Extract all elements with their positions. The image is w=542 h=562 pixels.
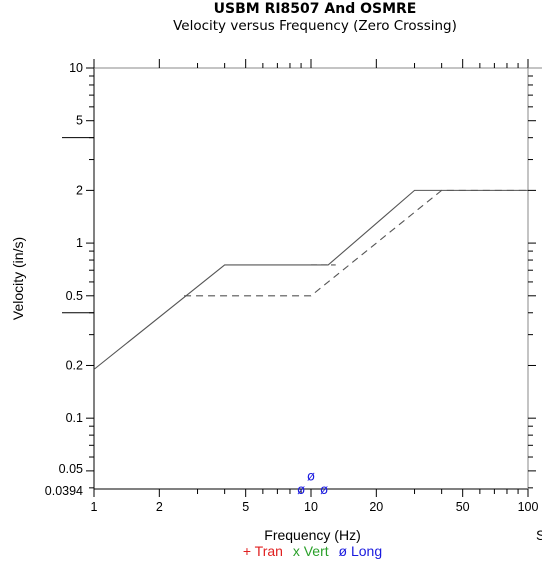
x-tick-label: 20 (369, 500, 383, 514)
y-tick-label: 0.5 (66, 289, 83, 303)
series-line-1 (184, 189, 528, 297)
y-tick-label: 2 (76, 183, 83, 197)
legend-entry-vert: x Vert (292, 543, 329, 559)
x-tick-label: 5 (242, 500, 249, 514)
y-axis-title: Velocity (in/s) (10, 237, 26, 320)
x-tick-label: 2 (156, 500, 163, 514)
data-point-long: ø (297, 483, 305, 498)
series-line-0 (93, 189, 528, 370)
data-point-long: ø (307, 470, 315, 485)
y-tick-label: 0.1 (66, 411, 83, 425)
legend-entry-tran: + Tran (242, 543, 283, 559)
x-tick-label: 50 (456, 500, 470, 514)
right-edge-text: S (536, 527, 542, 543)
y-tick-label: 0.2 (66, 358, 83, 372)
y-tick-label: 1 (76, 236, 83, 250)
chart-title: USBM RI8507 And OSMRE (213, 1, 417, 17)
x-tick-label: 1 (91, 500, 98, 514)
data-point-long: ø (320, 483, 328, 498)
legend: + Tran x Vert ø Long (0, 543, 542, 559)
y-tick-label: 10 (69, 61, 83, 75)
x-axis-title: Frequency (Hz) (264, 527, 361, 543)
y-tick-label: 0.0394 (45, 484, 83, 498)
x-tick-label: 10 (304, 500, 318, 514)
x-tick-label: 100 (518, 500, 539, 514)
chart-subtitle: Velocity versus Frequency (Zero Crossing… (173, 18, 457, 34)
legend-entry-long: ø Long (338, 543, 383, 559)
y-tick-label: 5 (76, 114, 83, 128)
y-tick-label: 0.05 (59, 462, 83, 476)
